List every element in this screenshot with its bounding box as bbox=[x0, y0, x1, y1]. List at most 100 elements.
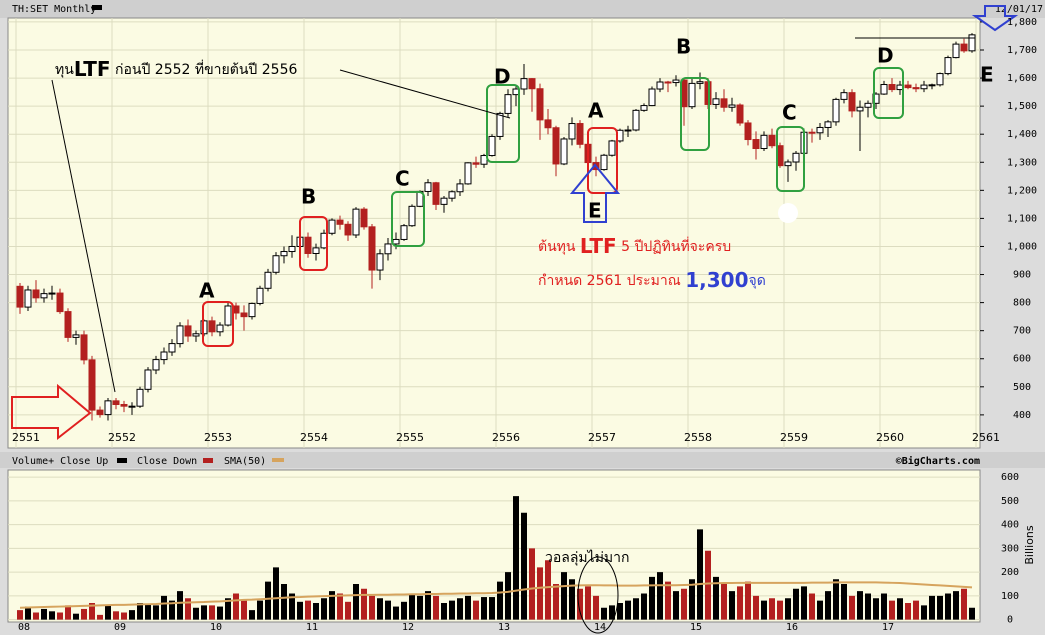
volume-bar bbox=[897, 598, 903, 620]
y-tick-label: 200 bbox=[1001, 567, 1019, 578]
candle-body bbox=[624, 129, 632, 132]
candle-body bbox=[824, 121, 832, 128]
candle-body bbox=[552, 127, 560, 165]
candle-body bbox=[328, 219, 336, 234]
candle-body bbox=[208, 320, 216, 333]
volume-bar bbox=[153, 605, 159, 620]
candle-body bbox=[360, 208, 368, 228]
volume-bar bbox=[681, 588, 687, 620]
volume-bar bbox=[721, 584, 727, 620]
x-tick-label: 17 bbox=[882, 622, 894, 633]
candle-body bbox=[856, 106, 864, 112]
y-tick-label: 1,200 bbox=[1007, 185, 1037, 196]
x-tick-label: 10 bbox=[210, 622, 222, 633]
volume-bar bbox=[881, 593, 887, 620]
candle-body bbox=[760, 134, 768, 150]
volume-bar bbox=[129, 610, 135, 620]
y-axis-label: Billions bbox=[1023, 525, 1036, 564]
candle-body bbox=[640, 105, 648, 111]
annotation: B bbox=[676, 35, 691, 59]
candle-body bbox=[568, 123, 576, 140]
x-tick-label: 14 bbox=[594, 622, 606, 633]
volume-bar bbox=[281, 584, 287, 620]
x-tick-label: 2558 bbox=[684, 431, 712, 444]
credit: ©BigCharts.com bbox=[896, 455, 980, 467]
arrow-right bbox=[11, 383, 92, 441]
arrow-down bbox=[971, 5, 1019, 32]
volume-bar bbox=[353, 584, 359, 620]
volume-bar bbox=[441, 603, 447, 620]
volume-bar bbox=[305, 600, 311, 620]
volume-bar bbox=[169, 600, 175, 620]
volume-bar bbox=[961, 588, 967, 620]
candle-body bbox=[960, 43, 968, 52]
candle-body bbox=[544, 119, 552, 129]
candle-body bbox=[928, 84, 936, 87]
volume-bar bbox=[737, 586, 743, 620]
volume-bar bbox=[57, 612, 63, 620]
candle-body bbox=[736, 104, 744, 124]
annotation: A bbox=[588, 99, 604, 123]
x-tick-label: 09 bbox=[114, 622, 126, 633]
volume-bar bbox=[545, 560, 551, 620]
volume-bar bbox=[233, 593, 239, 620]
x-tick-label: 12 bbox=[402, 622, 414, 633]
volume-bar bbox=[497, 581, 503, 620]
volume-bar bbox=[777, 600, 783, 620]
box-green bbox=[680, 77, 710, 151]
candle-body bbox=[528, 78, 536, 90]
candle-body bbox=[16, 285, 24, 308]
volume-bar bbox=[905, 603, 911, 620]
volume-bar bbox=[241, 600, 247, 620]
candle-body bbox=[80, 334, 88, 361]
annotation: ต้นทุน LTF 5 ปีปฏิทินที่จะครบ bbox=[538, 234, 731, 258]
candle-body bbox=[952, 43, 960, 59]
volume-bar bbox=[225, 598, 231, 620]
candle-body bbox=[488, 135, 496, 157]
volume-bar bbox=[193, 607, 199, 620]
volume-bar bbox=[457, 598, 463, 620]
candle-body bbox=[184, 325, 192, 337]
volume-bar bbox=[481, 597, 487, 620]
volume-bar bbox=[489, 597, 495, 620]
volume-bar bbox=[65, 605, 71, 620]
x-tick-label: 13 bbox=[498, 622, 510, 633]
y-tick-label: 500 bbox=[1001, 496, 1019, 507]
candle-body bbox=[712, 98, 720, 105]
volume-bar bbox=[313, 603, 319, 620]
volume-bar bbox=[649, 576, 655, 620]
candle-body bbox=[152, 359, 160, 371]
candle-body bbox=[448, 191, 456, 199]
candle-body bbox=[656, 81, 664, 90]
candle-body bbox=[840, 92, 848, 100]
legend-sma: SMA(50) bbox=[224, 456, 266, 467]
volume-bar bbox=[889, 600, 895, 620]
volume-bar bbox=[337, 593, 343, 620]
volume-bar bbox=[761, 600, 767, 620]
volume-bar bbox=[401, 601, 407, 620]
volume-bar bbox=[433, 595, 439, 620]
x-tick-label: 2561 bbox=[972, 431, 1000, 444]
volume-header bbox=[0, 452, 1045, 468]
candle-body bbox=[968, 34, 976, 52]
volume-bar bbox=[425, 591, 431, 620]
annotation: วอลลุ่มไม่มาก bbox=[545, 549, 630, 566]
volume-bar bbox=[657, 572, 663, 620]
sma-line bbox=[19, 581, 973, 609]
y-tick-label: 1,300 bbox=[1007, 157, 1037, 168]
x-tick-label: 2553 bbox=[204, 431, 232, 444]
volume-bar bbox=[673, 591, 679, 620]
pointer-line bbox=[339, 69, 511, 119]
candle-body bbox=[536, 88, 544, 121]
candle-body bbox=[192, 333, 200, 337]
y-tick-label: 1,400 bbox=[1007, 129, 1037, 140]
volume-bar bbox=[345, 601, 351, 620]
volume-bar bbox=[577, 588, 583, 620]
annotation: กำหนด 2561 ประมาณ 1,300จุด bbox=[538, 268, 766, 292]
volume-bar bbox=[217, 606, 223, 620]
volume-bar bbox=[289, 593, 295, 620]
candle-body bbox=[368, 226, 376, 271]
volume-bar bbox=[473, 600, 479, 620]
pointer-line bbox=[51, 79, 116, 393]
volume-bar bbox=[121, 612, 127, 620]
